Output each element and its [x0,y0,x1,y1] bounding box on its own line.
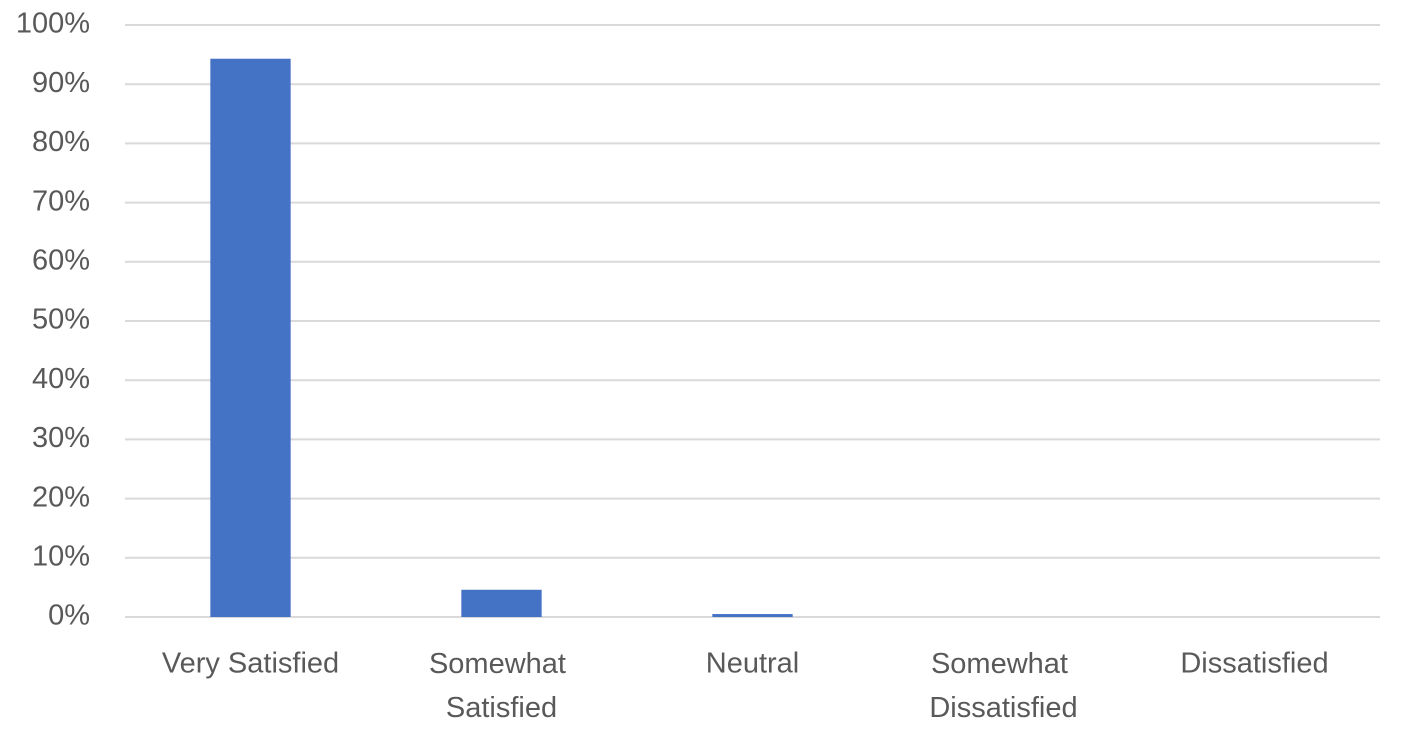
x-tick-label: Somewhat Dissatisfied [929,648,1077,724]
y-tick-label: 100% [16,8,90,40]
bar [461,589,542,617]
y-tick-label: 10% [32,540,90,572]
bar [712,614,793,617]
y-tick-label: 90% [32,67,90,99]
bar [210,58,291,617]
x-tick-label: Neutral [706,648,800,680]
x-tick-label: Somewhat Satisfied [429,648,574,724]
y-tick-label: 50% [32,304,90,336]
y-tick-label: 40% [32,363,90,395]
x-tick-label: Very Satisfied [162,648,339,680]
x-tick-label: Dissatisfied [1180,648,1328,680]
y-tick-label: 60% [32,244,90,276]
y-tick-label: 0% [48,600,90,632]
y-tick-label: 20% [32,481,90,513]
y-tick-label: 80% [32,126,90,158]
y-tick-label: 70% [32,185,90,217]
y-tick-label: 30% [32,422,90,454]
